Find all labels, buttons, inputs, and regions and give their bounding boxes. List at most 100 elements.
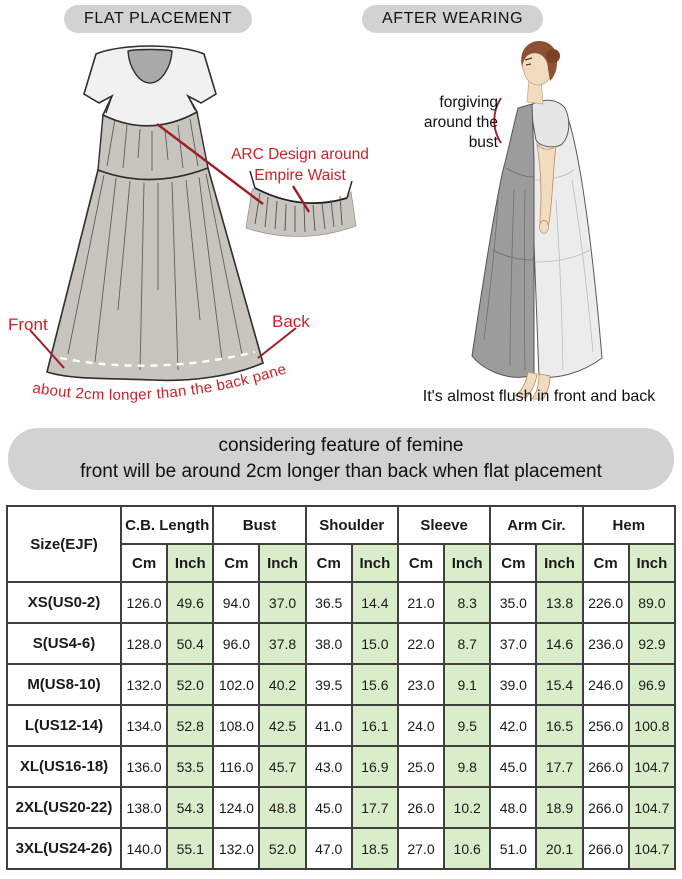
unit-inch: Inch	[350, 543, 399, 583]
header-sleeve: Sleeve	[396, 505, 492, 545]
cm-value-cell: 36.5	[304, 581, 353, 624]
inch-value-cell: 37.0	[258, 581, 307, 624]
cm-value-cell: 45.0	[304, 786, 353, 829]
cm-value-cell: 35.0	[489, 581, 538, 624]
cm-value-cell: 42.0	[489, 704, 538, 747]
size-table-body: XS(US0-2) 126.0 49.6 94.0 37.0 36.5 14.4 21.0 8.…	[6, 581, 677, 870]
unit-cm: Cm	[489, 543, 538, 583]
unit-inch: Inch	[443, 543, 492, 583]
inch-value-cell: 8.7	[443, 622, 492, 665]
banner-line2: front will be around 2cm longer than bac…	[80, 461, 602, 482]
cm-value-cell: 26.0	[396, 786, 446, 829]
flat-placement-label: FLAT PLACEMENT	[84, 10, 233, 27]
cm-value-cell: 27.0	[396, 827, 446, 870]
cm-value-cell: 116.0	[212, 745, 261, 788]
size-cell: 3XL(US24-26)	[6, 827, 122, 870]
arc-design-note-line2: Empire Waist	[254, 167, 346, 184]
inch-value-cell: 14.4	[350, 581, 399, 624]
header-arm-cir: Arm Cir.	[489, 505, 584, 545]
arc-pointer-lines	[156, 123, 311, 213]
cm-value-cell: 24.0	[396, 704, 446, 747]
inch-value-cell: 15.6	[350, 663, 399, 706]
table-unit-header-row: Cm Inch Cm Inch Cm Inch Cm Inch Cm Inch …	[7, 543, 677, 583]
arc-design-note: ARC Design around Empire Waist	[218, 144, 382, 186]
unit-inch: Inch	[166, 543, 215, 583]
inch-value-cell: 9.8	[443, 745, 492, 788]
inch-value-cell: 50.4	[166, 622, 215, 665]
cm-value-cell: 38.0	[304, 622, 353, 665]
inch-value-cell: 15.0	[350, 622, 399, 665]
cm-value-cell: 102.0	[212, 663, 261, 706]
cm-value-cell: 43.0	[304, 745, 353, 788]
cm-value-cell: 108.0	[212, 704, 261, 747]
cm-value-cell: 266.0	[581, 786, 630, 829]
table-row: XS(US0-2) 126.0 49.6 94.0 37.0 36.5 14.4 21.0 8.…	[6, 581, 677, 624]
inch-value-cell: 55.1	[166, 827, 215, 870]
inch-value-cell: 42.5	[258, 704, 307, 747]
tier2-gathers	[67, 173, 243, 371]
size-cell: 2XL(US20-22)	[6, 786, 122, 829]
inch-value-cell: 10.2	[443, 786, 492, 829]
cm-value-cell: 37.0	[489, 622, 538, 665]
inch-value-cell: 92.9	[627, 622, 677, 665]
unit-cm: Cm	[212, 543, 261, 583]
inch-value-cell: 52.0	[166, 663, 215, 706]
cm-value-cell: 246.0	[581, 663, 630, 706]
table-row: XL(US16-18) 136.0 53.5 116.0 45.7 43.0 16.9 25.…	[6, 745, 677, 788]
flat-dress-illustration: about 2cm longer than the back panel	[0, 40, 357, 404]
inch-value-cell: 40.2	[258, 663, 307, 706]
inch-value-cell: 45.7	[258, 745, 307, 788]
size-column-header: Size(EJF)	[6, 505, 122, 583]
inch-value-cell: 52.8	[166, 704, 215, 747]
inch-value-cell: 8.3	[443, 581, 492, 624]
cm-value-cell: 124.0	[212, 786, 261, 829]
inch-value-cell: 18.5	[350, 827, 399, 870]
unit-inch: Inch	[535, 543, 584, 583]
front-label: Front	[8, 315, 48, 334]
cm-value-cell: 39.0	[489, 663, 538, 706]
inch-value-cell: 9.1	[443, 663, 492, 706]
cm-value-cell: 51.0	[489, 827, 538, 870]
inch-value-cell: 17.7	[535, 745, 584, 788]
inch-value-cell: 13.8	[535, 581, 584, 624]
banner-line1: considering feature of femine	[218, 435, 464, 456]
inch-value-cell: 100.8	[627, 704, 677, 747]
forgiving-note-line2: around the	[423, 114, 498, 131]
unit-inch: Inch	[258, 543, 307, 583]
size-cell: XL(US16-18)	[6, 745, 122, 788]
cm-value-cell: 21.0	[396, 581, 446, 624]
cm-value-cell: 226.0	[581, 581, 630, 624]
header-cb-length: C.B. Length	[119, 505, 215, 545]
table-row: 2XL(US20-22) 138.0 54.3 124.0 48.8 45.0 17.7 26…	[6, 786, 677, 829]
header-hem: Hem	[581, 505, 677, 545]
inch-value-cell: 17.7	[350, 786, 399, 829]
hem-dashed-line	[59, 350, 256, 367]
inch-value-cell: 16.1	[350, 704, 399, 747]
feature-banner: considering feature of femine front will…	[8, 428, 674, 490]
inch-value-cell: 20.1	[535, 827, 584, 870]
header-shoulder: Shoulder	[304, 505, 399, 545]
inch-value-cell: 104.7	[627, 786, 677, 829]
inch-value-cell: 18.9	[535, 786, 584, 829]
inch-value-cell: 37.8	[258, 622, 307, 665]
unit-cm: Cm	[119, 543, 169, 583]
unit-inch: Inch	[627, 543, 677, 583]
table-row: L(US12-14) 134.0 52.8 108.0 42.5 41.0 16.1 24.0…	[6, 704, 677, 747]
cm-value-cell: 47.0	[304, 827, 353, 870]
inch-value-cell: 16.9	[350, 745, 399, 788]
cm-value-cell: 132.0	[119, 663, 169, 706]
inch-value-cell: 49.6	[166, 581, 215, 624]
cm-value-cell: 134.0	[119, 704, 169, 747]
forgiving-note-line1: forgiving	[439, 94, 498, 111]
cm-value-cell: 256.0	[581, 704, 630, 747]
cm-value-cell: 126.0	[119, 581, 169, 624]
cm-value-cell: 136.0	[119, 745, 169, 788]
table-row: M(US8-10) 132.0 52.0 102.0 40.2 39.5 15.6 23.0 9…	[6, 663, 677, 706]
inch-value-cell: 10.6	[443, 827, 492, 870]
inch-value-cell: 15.4	[535, 663, 584, 706]
front-back-pointer-lines	[29, 327, 297, 369]
cm-value-cell: 25.0	[396, 745, 446, 788]
inch-value-cell: 48.8	[258, 786, 307, 829]
arc-design-note-line1: ARC Design around	[231, 146, 369, 163]
